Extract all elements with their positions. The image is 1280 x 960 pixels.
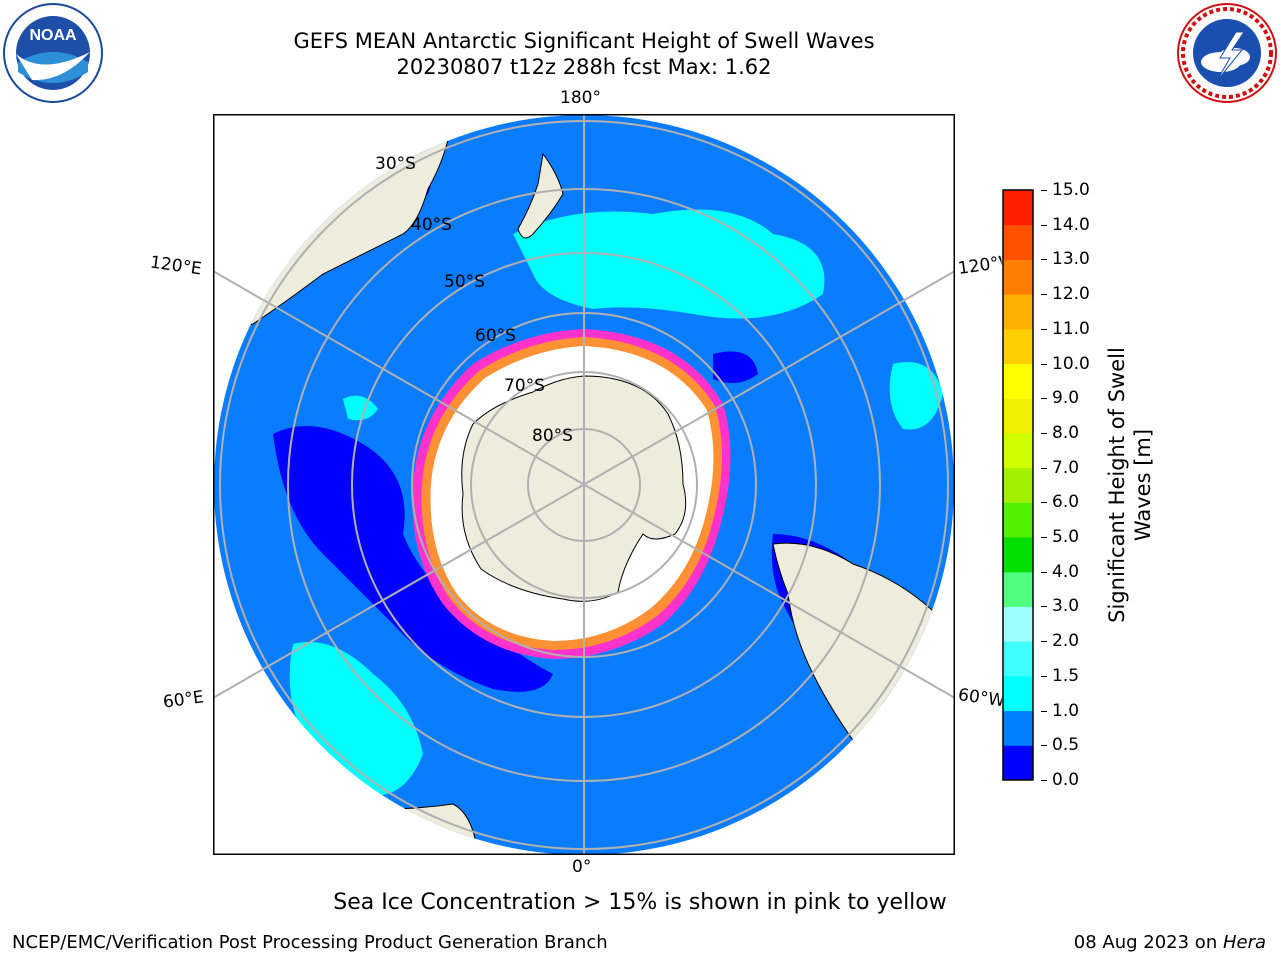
new-zealand-land xyxy=(517,152,564,239)
colorbar-tick-label: 14.0 xyxy=(1052,214,1090,235)
chart-title-line2: 20230807 t12z 288h fcst Max: 1.62 xyxy=(396,55,772,79)
colorbar-tick-label: 10.0 xyxy=(1052,353,1090,374)
colorbar-segment xyxy=(1003,641,1033,677)
colorbar-tick-mark xyxy=(1041,225,1047,226)
lat-label: 60°S xyxy=(475,326,516,346)
lon-label-upper-right: 120°W xyxy=(956,253,1004,279)
colorbar-segment xyxy=(1003,363,1033,399)
colorbar-segment xyxy=(1003,432,1033,469)
colorbar-segment xyxy=(1003,675,1033,712)
nws-logo xyxy=(1177,3,1277,103)
graticule xyxy=(213,114,955,855)
colorbar-tick-mark xyxy=(1041,537,1047,538)
colorbar-tick-mark xyxy=(1041,433,1047,434)
colorbar-tick-mark xyxy=(1041,364,1047,365)
polar-map: 30°S 40°S 50°S 60°S 70°S 80°S xyxy=(213,114,955,855)
map-frame xyxy=(213,114,955,855)
colorbar-tick-mark xyxy=(1041,502,1047,503)
footer-date-text: 08 Aug 2023 on xyxy=(1073,932,1223,953)
colorbar-tick-label: 12.0 xyxy=(1052,284,1090,305)
colorbar-tick-label: 15.0 xyxy=(1052,180,1090,200)
lat-label: 40°S xyxy=(411,215,452,235)
colorbar-segment xyxy=(1003,328,1033,365)
colorbar-segment xyxy=(1003,190,1033,226)
colorbar-segment xyxy=(1003,467,1033,503)
colorbar-segment xyxy=(1003,502,1033,538)
colorbar-segment xyxy=(1003,398,1033,434)
colorbar-tick-mark xyxy=(1041,745,1047,746)
colorbar-tick-label: 6.0 xyxy=(1052,492,1080,513)
lon-label-top: 180° xyxy=(560,88,601,108)
colorbar-tick-mark xyxy=(1041,572,1047,573)
colorbar-tick-label: 4.0 xyxy=(1052,561,1080,582)
colorbar-tick-label: 13.0 xyxy=(1052,249,1090,270)
lon-label-bottom: 0° xyxy=(572,857,592,877)
colorbar-tick-label: 1.0 xyxy=(1052,700,1080,721)
colorbar xyxy=(1002,189,1034,781)
low-swell-area xyxy=(713,351,758,383)
colorbar-tick-label: 11.0 xyxy=(1052,318,1090,339)
colorbar-tick-label: 2.0 xyxy=(1052,631,1080,652)
colorbar-segment xyxy=(1003,606,1033,642)
swell-patch xyxy=(889,362,943,430)
sea-ice-caption: Sea Ice Concentration > 15% is shown in … xyxy=(333,890,947,915)
noaa-logo-text: NOAA xyxy=(29,27,77,44)
colorbar-segment xyxy=(1003,259,1033,295)
latitude-labels: 30°S 40°S 50°S 60°S 70°S 80°S xyxy=(375,154,573,446)
colorbar-tick-mark xyxy=(1041,259,1047,260)
colorbar-label-line1: Significant Height of Swell xyxy=(1105,347,1129,623)
colorbar-tick-mark xyxy=(1041,468,1047,469)
footer-date: 08 Aug 2023 on Hera xyxy=(1074,932,1266,953)
lat-label: 50°S xyxy=(444,272,485,292)
noaa-logo: NOAA xyxy=(3,3,103,103)
colorbar-tick-label: 7.0 xyxy=(1052,457,1080,478)
footer-credit: NCEP/EMC/Verification Post Processing Pr… xyxy=(12,932,608,953)
colorbar-tick-mark xyxy=(1041,641,1047,642)
footer-host: Hera xyxy=(1222,932,1266,953)
swell-patch xyxy=(343,395,378,421)
colorbar-segment xyxy=(1003,224,1033,260)
colorbar-label: Significant Height of Swell Waves [m] xyxy=(1104,320,1156,650)
colorbar-segment xyxy=(1003,710,1033,746)
colorbar-segment xyxy=(1003,294,1033,330)
colorbar-label-line2: Waves [m] xyxy=(1131,428,1155,542)
chart-title-line1: GEFS MEAN Antarctic Significant Height o… xyxy=(293,29,875,53)
colorbar-segment xyxy=(1003,571,1033,607)
colorbar-tick-mark xyxy=(1041,190,1047,191)
lon-label-upper-left: 120°E xyxy=(148,252,203,280)
meridian xyxy=(213,270,955,699)
colorbar-segment xyxy=(1003,537,1033,573)
colorbar-tick-mark xyxy=(1041,294,1047,295)
colorbar-segment xyxy=(1003,745,1033,781)
colorbar-tick-mark xyxy=(1041,606,1047,607)
colorbar-tick-label: 5.0 xyxy=(1052,527,1080,548)
colorbar-tick-label: 3.0 xyxy=(1052,596,1080,617)
colorbar-tick-mark xyxy=(1041,780,1047,781)
colorbar-tick-label: 8.0 xyxy=(1052,422,1080,443)
lat-label: 80°S xyxy=(532,426,573,446)
lat-label: 70°S xyxy=(504,376,545,396)
lon-label-lower-left: 60°E xyxy=(161,687,206,713)
antarctica-land xyxy=(461,375,687,602)
lat-label: 30°S xyxy=(375,154,416,174)
colorbar-tick-mark xyxy=(1041,676,1047,677)
lon-label-lower-right: 60°W xyxy=(956,685,1004,711)
colorbar-tick-label: 9.0 xyxy=(1052,388,1080,409)
colorbar-tick-label: 1.5 xyxy=(1052,665,1080,686)
colorbar-tick-mark xyxy=(1041,711,1047,712)
colorbar-tick-mark xyxy=(1041,329,1047,330)
colorbar-tick-label: 0.5 xyxy=(1052,735,1080,756)
colorbar-frame xyxy=(1002,189,1034,781)
colorbar-tick-mark xyxy=(1041,398,1047,399)
colorbar-tick-label: 0.0 xyxy=(1052,770,1080,790)
